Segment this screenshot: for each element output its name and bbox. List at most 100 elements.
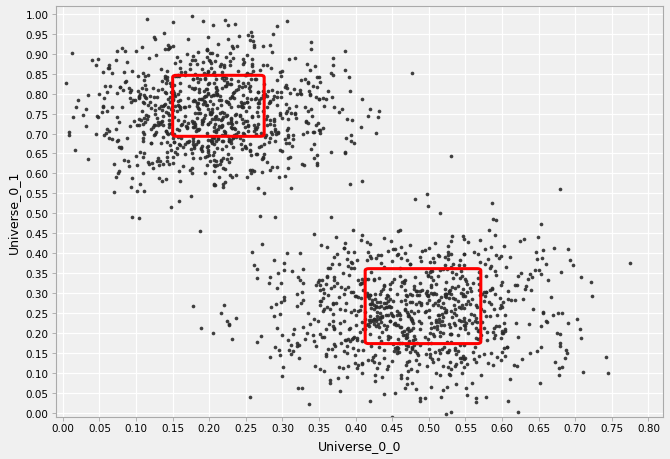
Point bbox=[433, 297, 444, 304]
Point bbox=[405, 316, 416, 323]
Point bbox=[280, 82, 291, 90]
Point bbox=[388, 246, 399, 254]
Point bbox=[459, 304, 470, 312]
Point bbox=[525, 270, 535, 278]
Point bbox=[188, 141, 198, 148]
Point bbox=[258, 43, 269, 50]
Point bbox=[474, 335, 485, 342]
Point bbox=[253, 121, 263, 128]
Point bbox=[450, 350, 461, 358]
Point bbox=[256, 143, 267, 151]
Point bbox=[447, 284, 458, 291]
Point bbox=[348, 226, 358, 234]
Point bbox=[199, 89, 210, 96]
Point bbox=[193, 101, 204, 108]
X-axis label: Universe_0_0: Universe_0_0 bbox=[318, 439, 401, 452]
Point bbox=[295, 277, 306, 285]
Point bbox=[126, 68, 137, 75]
Point bbox=[423, 346, 434, 353]
Point bbox=[273, 174, 284, 181]
Point bbox=[208, 330, 218, 337]
Point bbox=[251, 126, 261, 134]
Point bbox=[247, 167, 257, 174]
Point bbox=[183, 95, 194, 103]
Point bbox=[94, 91, 105, 99]
Point bbox=[360, 275, 371, 283]
Point bbox=[351, 334, 362, 341]
Point bbox=[459, 364, 470, 371]
Point bbox=[201, 86, 212, 94]
Point bbox=[86, 57, 97, 64]
Point bbox=[279, 259, 290, 267]
Point bbox=[447, 313, 458, 321]
Point bbox=[168, 106, 179, 114]
Point bbox=[265, 134, 275, 142]
Point bbox=[433, 252, 444, 259]
Point bbox=[491, 272, 502, 279]
Point bbox=[356, 361, 367, 368]
Point bbox=[247, 249, 258, 256]
Point bbox=[329, 341, 340, 348]
Point bbox=[243, 80, 254, 88]
Point bbox=[521, 283, 531, 291]
Point bbox=[172, 118, 183, 125]
Point bbox=[407, 320, 418, 327]
Point bbox=[317, 295, 328, 302]
Point bbox=[293, 384, 304, 392]
Point bbox=[192, 126, 202, 134]
Point bbox=[456, 268, 466, 275]
Point bbox=[564, 257, 575, 264]
Point bbox=[291, 115, 302, 122]
Point bbox=[473, 353, 484, 360]
Point bbox=[561, 350, 572, 357]
Point bbox=[229, 95, 240, 103]
Point bbox=[352, 293, 363, 301]
Point bbox=[117, 45, 128, 52]
Point bbox=[145, 140, 156, 147]
Point bbox=[112, 90, 123, 98]
Point bbox=[279, 173, 290, 180]
Point bbox=[433, 355, 444, 363]
Point bbox=[377, 374, 388, 381]
Point bbox=[393, 228, 403, 235]
Point bbox=[212, 105, 222, 112]
Point bbox=[275, 299, 286, 306]
Point bbox=[158, 103, 169, 110]
Point bbox=[302, 330, 312, 337]
Point bbox=[456, 359, 466, 366]
Point bbox=[432, 323, 443, 330]
Point bbox=[548, 312, 559, 319]
Point bbox=[397, 339, 407, 347]
Point bbox=[299, 336, 310, 343]
Point bbox=[314, 127, 324, 134]
Point bbox=[311, 282, 322, 289]
Point bbox=[346, 138, 356, 146]
Point bbox=[461, 281, 472, 288]
Point bbox=[132, 122, 143, 129]
Point bbox=[170, 93, 180, 101]
Point bbox=[387, 413, 397, 420]
Point bbox=[96, 109, 107, 116]
Point bbox=[314, 95, 325, 103]
Point bbox=[200, 154, 210, 162]
Point bbox=[193, 106, 204, 113]
Point bbox=[402, 311, 413, 319]
Point bbox=[269, 122, 279, 129]
Point bbox=[267, 87, 277, 95]
Point bbox=[437, 318, 448, 325]
Point bbox=[509, 362, 519, 369]
Point bbox=[129, 118, 139, 125]
Point bbox=[164, 99, 175, 106]
Point bbox=[322, 244, 332, 252]
Point bbox=[163, 46, 174, 53]
Point bbox=[517, 356, 528, 364]
Point bbox=[143, 113, 153, 120]
Point bbox=[202, 146, 213, 154]
Point bbox=[502, 287, 513, 295]
Point bbox=[365, 253, 376, 260]
Point bbox=[103, 65, 114, 72]
Point bbox=[238, 130, 249, 137]
Point bbox=[153, 175, 164, 183]
Point bbox=[236, 103, 247, 110]
Point bbox=[157, 107, 168, 114]
